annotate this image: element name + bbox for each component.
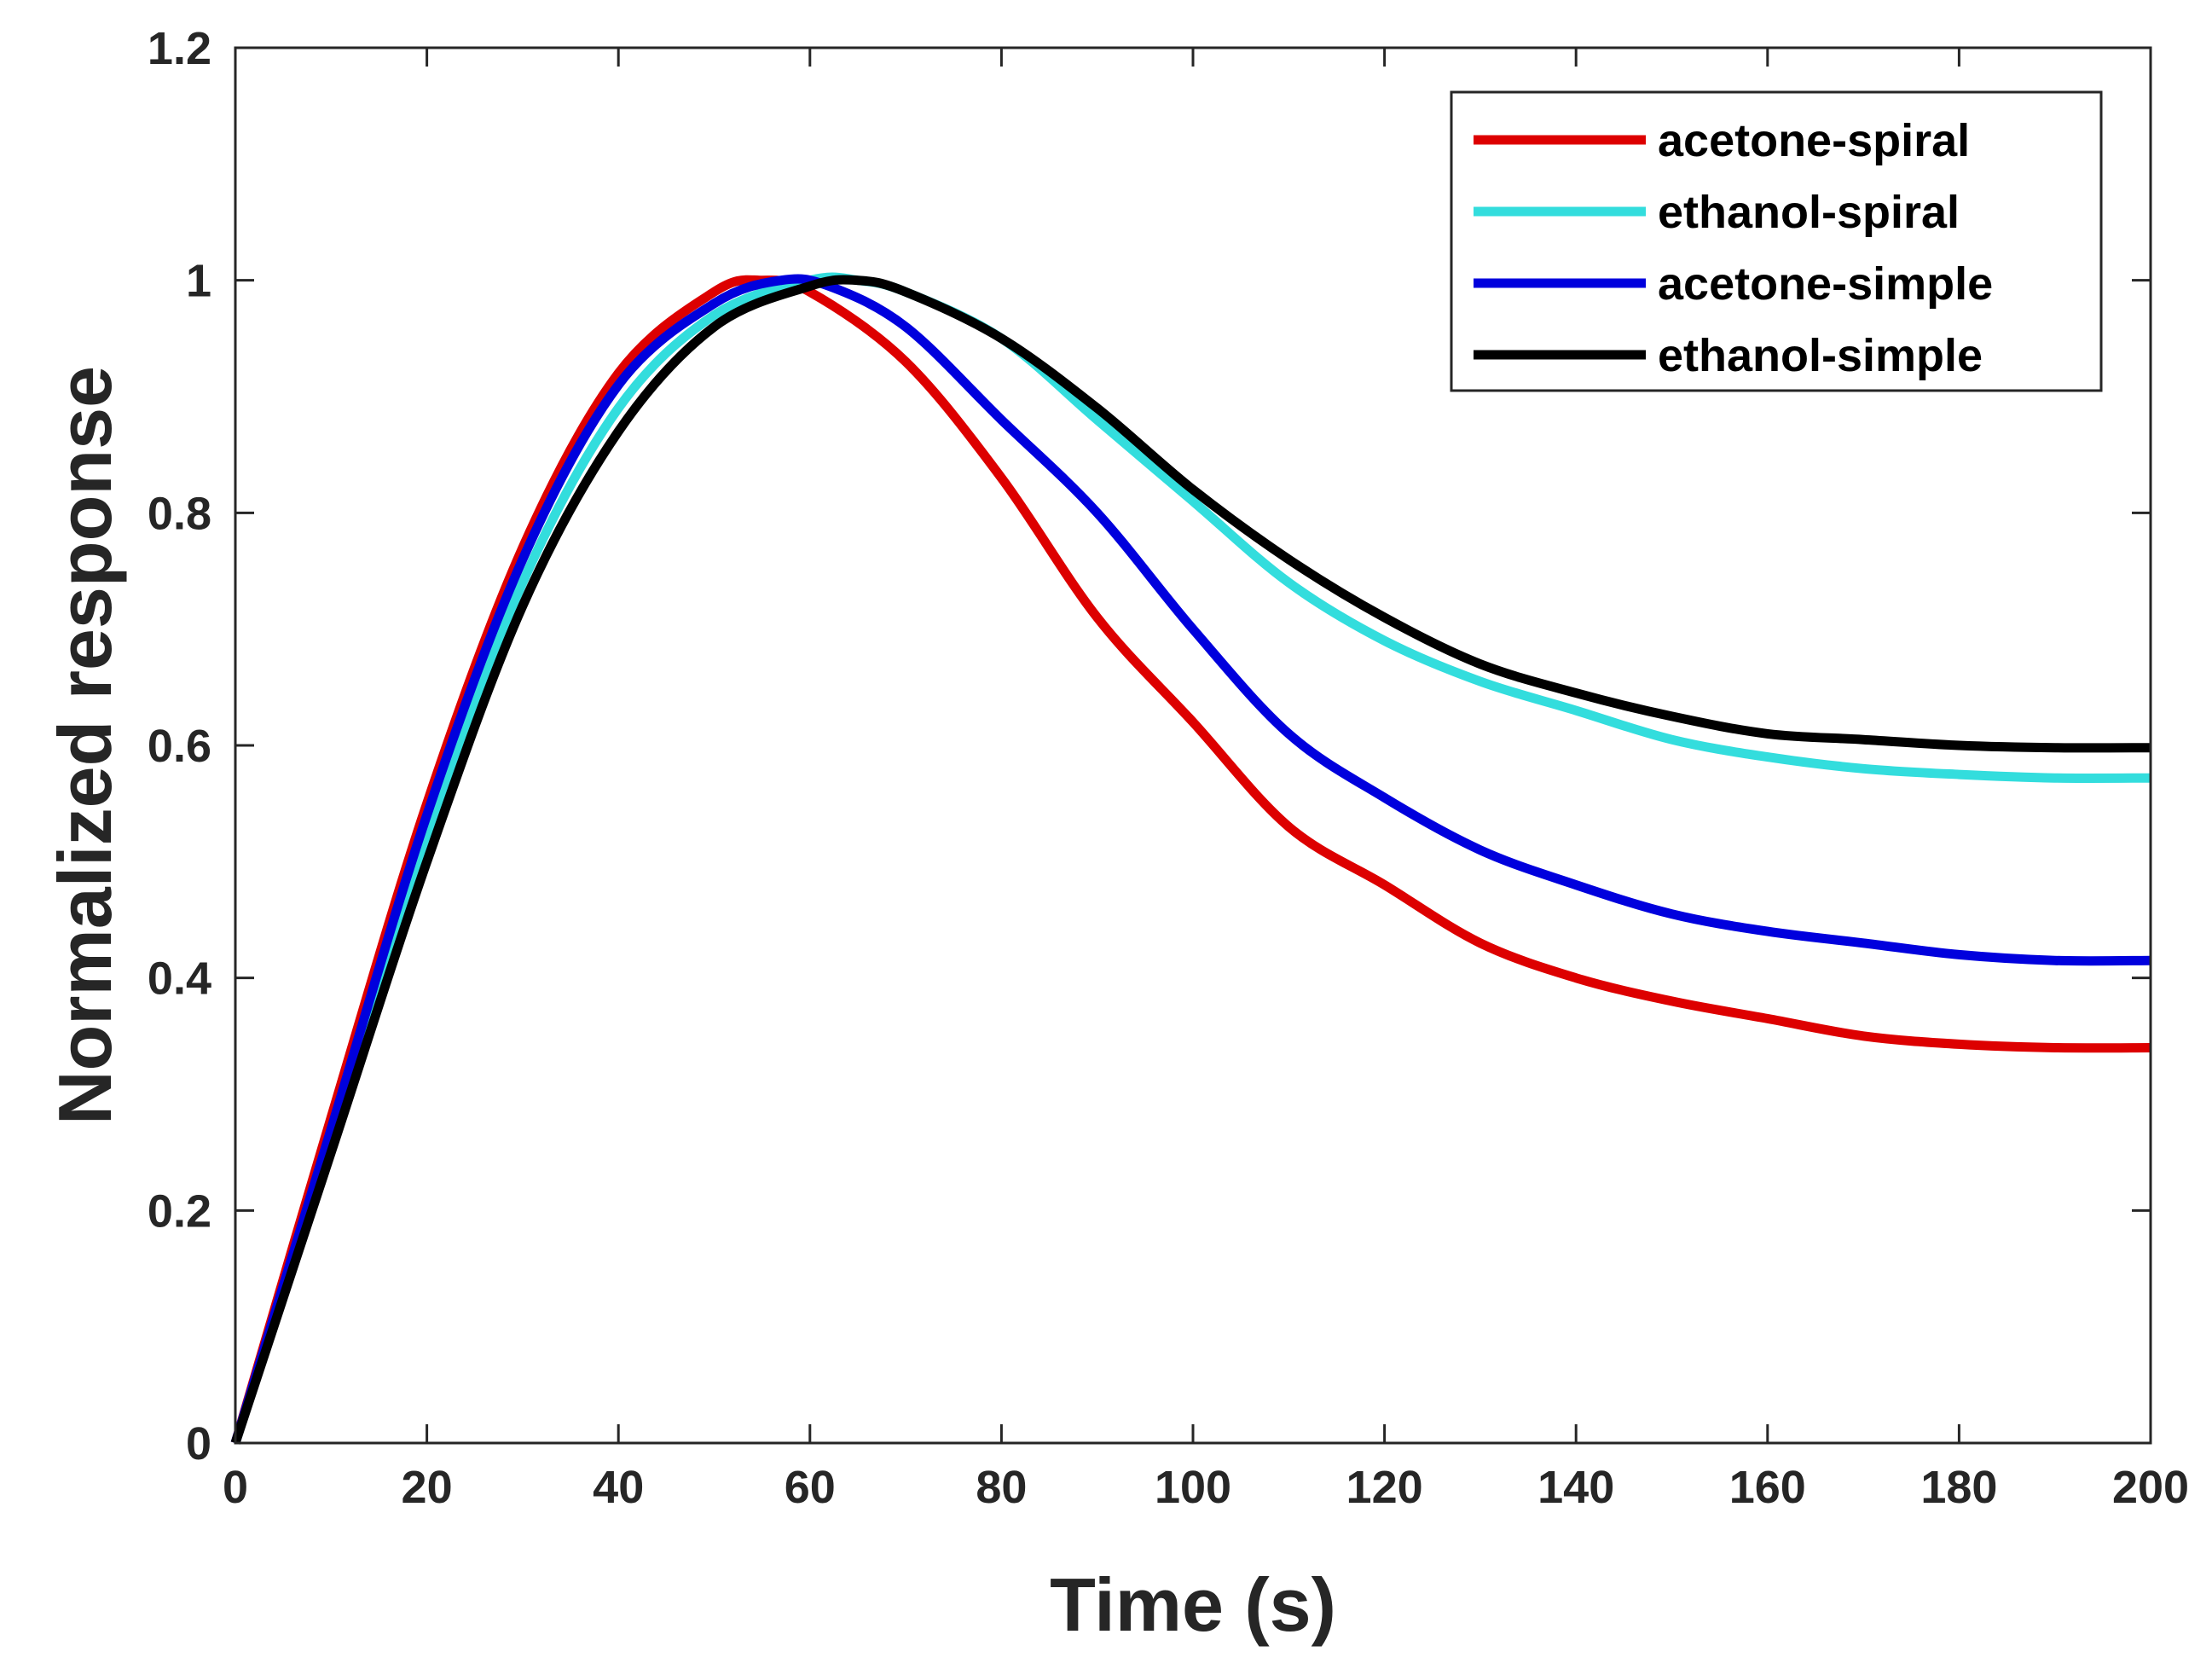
y-tick-label: 0.4 [148, 953, 211, 1005]
x-tick-label: 0 [223, 1462, 248, 1513]
y-tick-label: 1 [186, 256, 211, 307]
x-tick-label: 40 [593, 1462, 644, 1513]
x-tick-label: 80 [976, 1462, 1027, 1513]
y-tick-label: 0.2 [148, 1185, 211, 1237]
plot-frame [234, 46, 2152, 1445]
y-tick-label: 1.2 [148, 23, 211, 74]
legend-label: ethanol-simple [1658, 330, 1983, 381]
y-tick-label: 0 [186, 1418, 211, 1469]
x-tick-label: 100 [1155, 1462, 1231, 1513]
series-line-ethanol-spiral [230, 272, 2151, 1445]
x-tick-label: 160 [1729, 1462, 1806, 1513]
series-lines [230, 272, 2151, 1445]
legend-label: acetone-simple [1658, 258, 1993, 310]
legend: acetone-spiral ethanol-spiral acetone-simp… [1450, 90, 2103, 392]
x-tick-label: 140 [1537, 1462, 1614, 1513]
series-line-ethanol-simple [230, 275, 2151, 1445]
y-tick-label: 0.6 [148, 721, 211, 772]
x-axis-label: Time (s) [1050, 1562, 1336, 1647]
x-tick-label: 20 [402, 1462, 453, 1513]
x-axis-ticks: 0 20 40 60 80 100 120 140 160 180 200 [223, 48, 2189, 1513]
x-tick-label: 180 [1920, 1462, 1997, 1513]
legend-label: acetone-spiral [1658, 115, 1970, 166]
y-axis-label: Normalized response [43, 366, 127, 1125]
x-tick-label: 120 [1346, 1462, 1423, 1513]
x-tick-label: 200 [2112, 1462, 2189, 1513]
legend-label: ethanol-spiral [1658, 187, 1960, 238]
y-axis-ticks: 0 0.2 0.4 0.6 0.8 1 1.2 [148, 23, 2151, 1469]
series-line-acetone-simple [230, 274, 2151, 1445]
y-tick-label: 0.8 [148, 488, 211, 539]
x-tick-label: 60 [785, 1462, 836, 1513]
